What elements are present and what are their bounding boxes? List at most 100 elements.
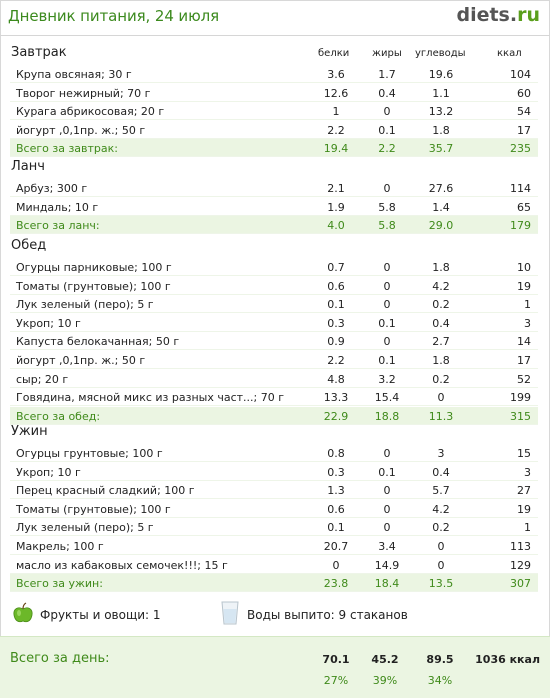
fat-value: 0 xyxy=(383,261,391,274)
food-row[interactable]: Лук зеленый (перо); 5 г 0.1 0 0.2 1 xyxy=(10,295,538,314)
section-total-row: Всего за ланч: 4.0 5.8 29.0 179 xyxy=(10,216,538,235)
food-name: Лук зеленый (перо); 5 г xyxy=(16,298,154,312)
food-row[interactable]: Творог нежирный; 70 г 12.6 0.4 1.1 60 xyxy=(10,84,538,102)
food-row[interactable]: Миндаль; 10 г 1.9 5.8 1.4 65 xyxy=(10,198,538,216)
day-summary-label: Всего за день: xyxy=(10,651,110,666)
carbs-value: 0 xyxy=(437,558,445,572)
carbs-value: 0.4 xyxy=(432,316,450,330)
protein-value: 2.1 xyxy=(327,182,345,195)
day-kcal-total: 1036 ккал xyxy=(475,653,540,666)
fat-value: 3.2 xyxy=(378,372,396,386)
kcal-value: 235 xyxy=(510,142,531,156)
kcal-value: 27 xyxy=(517,484,531,498)
section-total-row: Всего за обед: 22.9 18.8 11.3 315 xyxy=(10,406,538,425)
logo-dot: . xyxy=(509,4,518,26)
apple-icon xyxy=(13,602,33,623)
protein-value: 0.3 xyxy=(327,465,345,479)
fat-value: 2.2 xyxy=(378,142,396,156)
kcal-value: 3 xyxy=(524,316,531,330)
section-title: Ланч xyxy=(11,159,45,174)
kcal-value: 65 xyxy=(517,200,531,214)
kcal-value: 113 xyxy=(510,540,531,553)
food-row[interactable]: йогурт ,0,1пр. ж.; 50 г 2.2 0.1 1.8 17 xyxy=(10,351,538,369)
protein-value: 2.2 xyxy=(327,354,345,367)
protein-value: 4.0 xyxy=(327,219,345,233)
column-header-carbs: углеводы xyxy=(415,48,466,59)
carbs-value: 0.4 xyxy=(432,465,450,479)
carbs-value: 13.2 xyxy=(428,105,454,119)
food-name: Огурцы парниковые; 100 г xyxy=(16,261,172,274)
carbs-value: 4.2 xyxy=(432,279,450,293)
food-row[interactable]: Огурцы грунтовые; 100 г 0.8 0 3 15 xyxy=(10,444,538,462)
carbs-value: 0.2 xyxy=(432,521,450,535)
food-row[interactable]: Крупа овсяная; 30 г 3.6 1.7 19.6 104 xyxy=(10,65,538,83)
food-name: Перец красный сладкий; 100 г xyxy=(16,484,195,498)
food-row[interactable]: Макрель; 100 г 20.7 3.4 0 113 xyxy=(10,537,538,555)
food-name: Крупа овсяная; 30 г xyxy=(16,68,132,81)
fat-value: 18.8 xyxy=(374,409,400,423)
food-row[interactable]: Говядина, мясной микс из разных част...;… xyxy=(10,388,538,407)
kcal-value: 1 xyxy=(524,521,531,535)
section-title: Обед xyxy=(11,238,47,253)
site-logo[interactable]: diets.ru xyxy=(456,4,540,26)
food-row[interactable]: Курага абрикосовая; 20 г 1 0 13.2 54 xyxy=(10,102,538,121)
protein-value: 1.3 xyxy=(327,484,345,498)
fat-value: 0 xyxy=(383,521,391,535)
food-row[interactable]: сыр; 20 г 4.8 3.2 0.2 52 xyxy=(10,370,538,388)
protein-value: 0.7 xyxy=(327,261,345,274)
carbs-value: 0 xyxy=(437,391,445,405)
food-row[interactable]: Перец красный сладкий; 100 г 1.3 0 5.7 27 xyxy=(10,481,538,500)
protein-value: 23.8 xyxy=(323,577,349,591)
day-carbs-total: 89.5 xyxy=(426,653,454,666)
fat-value: 1.7 xyxy=(378,68,396,81)
fat-value: 0 xyxy=(383,447,391,460)
kcal-value: 179 xyxy=(510,219,531,233)
carbs-value: 27.6 xyxy=(428,182,454,195)
fat-value: 0 xyxy=(383,502,391,516)
kcal-value: 17 xyxy=(517,123,531,137)
logo-tld: ru xyxy=(517,4,540,26)
food-row[interactable]: Томаты (грунтовые); 100 г 0.6 0 4.2 19 xyxy=(10,277,538,295)
food-row[interactable]: Укроп; 10 г 0.3 0.1 0.4 3 xyxy=(10,314,538,332)
kcal-value: 19 xyxy=(517,279,531,293)
carbs-value: 4.2 xyxy=(432,502,450,516)
food-row[interactable]: масло из кабаковых семочек!!!; 15 г 0 14.9… xyxy=(10,556,538,574)
day-carbs-percent: 34% xyxy=(427,674,453,687)
food-row[interactable]: йогурт ,0,1пр. ж.; 50 г 2.2 0.1 1.8 17 xyxy=(10,121,538,139)
day-protein-total: 70.1 xyxy=(322,653,350,666)
section-total-row: Всего за ужин: 23.8 18.4 13.5 307 xyxy=(10,574,538,593)
food-name: Миндаль; 10 г xyxy=(16,200,99,214)
food-name: Арбуз; 300 г xyxy=(16,182,88,195)
food-row[interactable]: Лук зеленый (перо); 5 г 0.1 0 0.2 1 xyxy=(10,518,538,537)
fat-value: 15.4 xyxy=(374,391,400,405)
protein-value: 0.6 xyxy=(327,502,345,516)
kcal-value: 52 xyxy=(517,372,531,386)
fat-value: 3.4 xyxy=(378,540,396,553)
food-row[interactable]: Капуста белокачанная; 50 г 0.9 0 2.7 14 xyxy=(10,332,538,351)
protein-value: 22.9 xyxy=(323,409,349,423)
kcal-value: 307 xyxy=(510,577,531,591)
food-row[interactable]: Укроп; 10 г 0.3 0.1 0.4 3 xyxy=(10,463,538,481)
food-row[interactable]: Томаты (грунтовые); 100 г 0.6 0 4.2 19 xyxy=(10,500,538,518)
food-name: масло из кабаковых семочек!!!; 15 г xyxy=(16,558,228,572)
fat-value: 0.4 xyxy=(378,86,396,100)
carbs-value: 1.4 xyxy=(432,200,450,214)
kcal-value: 54 xyxy=(517,105,531,119)
protein-value: 19.4 xyxy=(323,142,349,156)
food-row[interactable]: Арбуз; 300 г 2.1 0 27.6 114 xyxy=(10,179,538,197)
extras-bar: Фрукты и овощи: 1 Воды выпито: 9 стакано… xyxy=(0,600,550,628)
food-name: сыр; 20 г xyxy=(16,372,69,386)
section-title: Завтрак xyxy=(11,45,67,60)
protein-value: 4.8 xyxy=(327,372,345,386)
carbs-value: 5.7 xyxy=(432,484,450,498)
protein-value: 13.3 xyxy=(323,391,349,405)
food-name: Творог нежирный; 70 г xyxy=(16,86,151,100)
food-name: Всего за ужин: xyxy=(16,577,103,591)
food-row[interactable]: Огурцы парниковые; 100 г 0.7 0 1.8 10 xyxy=(10,258,538,276)
carbs-value: 13.5 xyxy=(428,577,454,591)
food-name: Всего за ланч: xyxy=(16,219,100,233)
kcal-value: 19 xyxy=(517,502,531,516)
day-fat-percent: 39% xyxy=(372,674,398,687)
protein-value: 0.9 xyxy=(327,335,345,349)
fat-value: 14.9 xyxy=(374,558,400,572)
